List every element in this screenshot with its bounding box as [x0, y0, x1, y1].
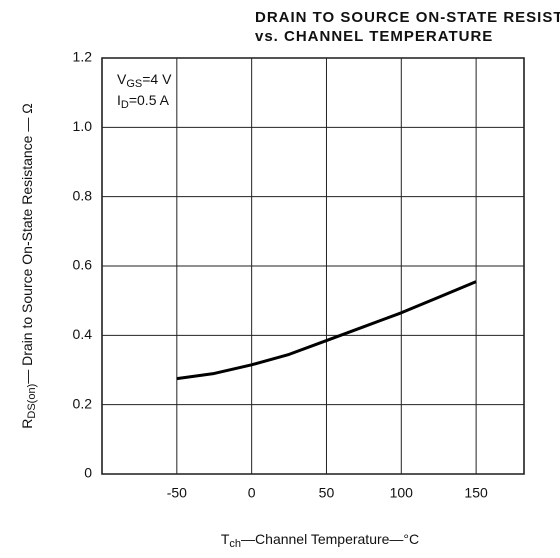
- annotation: ID=0.5 A: [117, 92, 170, 111]
- y-tick-label: 0.4: [73, 326, 93, 342]
- annotation: VGS=4 V: [117, 71, 172, 90]
- x-tick-label: 50: [319, 485, 335, 501]
- y-tick-label: 0: [84, 465, 92, 481]
- y-axis-label-part: R: [19, 419, 35, 429]
- chart-title: DRAIN TO SOURCE ON-STATE RESISTANCE: [255, 9, 560, 26]
- annotation-part: =4 V: [142, 71, 172, 87]
- annotation-part: V: [117, 71, 127, 87]
- chart-title: vs. CHANNEL TEMPERATURE: [255, 28, 493, 45]
- x-tick-label: 150: [464, 485, 488, 501]
- x-axis-label: Tch—Channel Temperature—°C: [221, 531, 419, 550]
- y-axis-label: RDS(on)— Drain to Source On-State Resist…: [19, 103, 38, 428]
- y-axis-label-part: — Drain to Source On-State Resistance — …: [19, 103, 35, 383]
- y-axis-label-part: DS(on): [26, 384, 38, 419]
- x-axis-label-part: —Channel Temperature—°C: [241, 531, 419, 547]
- x-tick-label: 100: [390, 485, 414, 501]
- annotation-part: I: [117, 92, 121, 108]
- series-line: [176, 280, 477, 381]
- x-tick-label: 0: [248, 485, 256, 501]
- annotation-part: =0.5 A: [129, 92, 170, 108]
- annotation-part: D: [121, 99, 129, 111]
- annotation-part: GS: [126, 78, 142, 90]
- y-tick-label: 0.6: [73, 257, 93, 273]
- y-tick-label: 0.2: [73, 395, 93, 411]
- x-tick-label: -50: [167, 485, 187, 501]
- x-axis-label-part: T: [221, 531, 230, 547]
- x-axis-label-part: ch: [229, 538, 241, 550]
- y-tick-label: 1.0: [73, 118, 93, 134]
- y-tick-label: 0.8: [73, 187, 93, 203]
- y-tick-label: 1.2: [73, 49, 93, 65]
